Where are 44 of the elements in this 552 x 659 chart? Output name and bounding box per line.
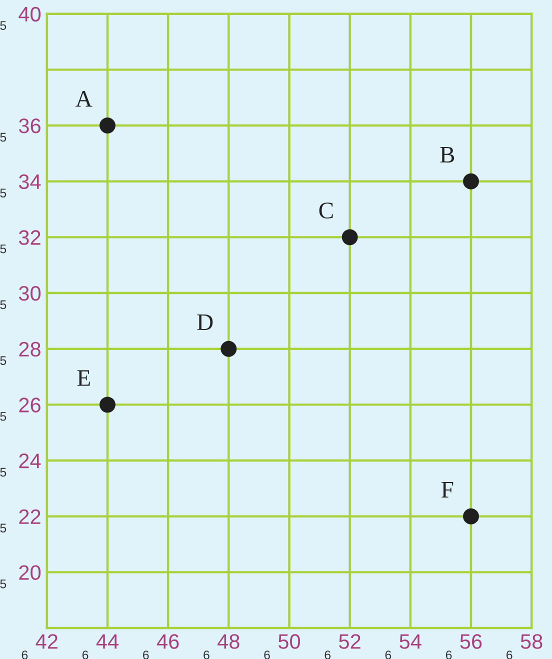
text: 6 — [264, 650, 270, 659]
x-tick-label: 56 — [460, 634, 482, 649]
x-tick-label: 58 — [520, 634, 542, 649]
y-tick-label: 24 — [19, 454, 41, 468]
text: 6 — [324, 650, 331, 659]
annotation: F — [441, 482, 454, 498]
text: 5 — [0, 356, 6, 365]
annotation: B — [440, 146, 454, 162]
annotation: A — [76, 91, 92, 107]
x-tick-label: 42 — [36, 634, 58, 649]
text: 5 — [0, 300, 6, 310]
x-tick-label: 48 — [218, 634, 240, 649]
text: 5 — [0, 524, 6, 532]
text: 6 — [143, 650, 149, 659]
text: 5 — [0, 21, 6, 30]
y-tick-label: 20 — [19, 565, 41, 580]
text: 5 — [0, 580, 6, 588]
text: 6 — [446, 650, 452, 659]
text: 6 — [82, 650, 88, 659]
text: 6 — [204, 650, 210, 659]
y-tick-label: 28 — [19, 342, 40, 357]
y-tick-label: 26 — [19, 398, 40, 412]
text: 6 — [385, 650, 392, 659]
text: 5 — [0, 244, 6, 254]
y-tick-label: 34 — [18, 174, 41, 190]
x-tick-label: 46 — [156, 634, 179, 649]
y-tick-label: 32 — [18, 230, 40, 245]
text: 5 — [0, 132, 6, 142]
annotation: D — [197, 314, 213, 330]
x-tick-label: 50 — [278, 634, 300, 649]
y-tick-label: 36 — [18, 118, 40, 134]
annotation: E — [77, 370, 90, 386]
text: 5 — [0, 188, 6, 198]
x-tick-label: 54 — [400, 634, 422, 649]
y-tick-label: 40 — [18, 6, 41, 22]
text: 5 — [0, 468, 6, 477]
x-tick-label: 52 — [339, 634, 360, 649]
x-tick-label: 44 — [96, 634, 118, 649]
text: 5 — [0, 412, 6, 421]
y-tick-label: 30 — [18, 286, 41, 301]
text: 6 — [22, 650, 28, 659]
text: 6 — [506, 650, 512, 659]
y-tick-label: 22 — [19, 509, 40, 524]
annotation: C — [319, 202, 333, 218]
